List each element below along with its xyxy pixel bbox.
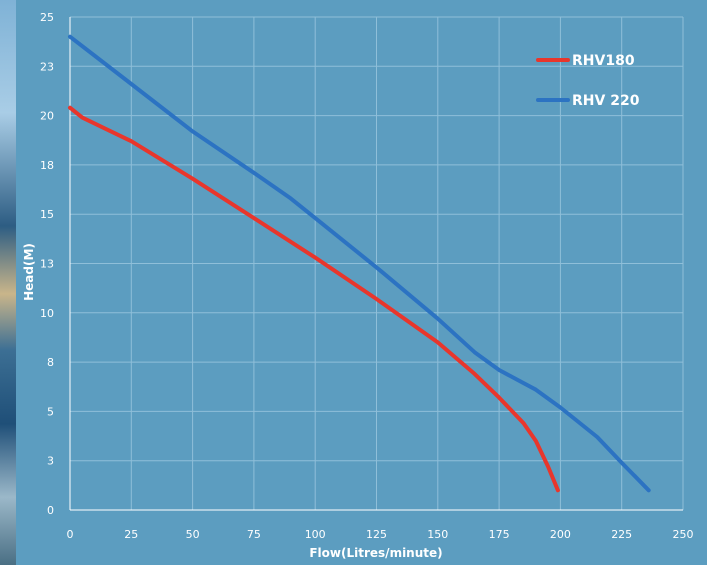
legend-label: RHV180 bbox=[572, 53, 635, 69]
series-line-rhv180 bbox=[68, 105, 560, 493]
series-line-rhv220 bbox=[68, 34, 651, 493]
y-tick-label: 25 bbox=[40, 11, 54, 24]
series-lines bbox=[68, 34, 651, 493]
y-tick-label: 0 bbox=[47, 504, 54, 517]
y-tick-label: 10 bbox=[40, 307, 54, 320]
x-tick-label: 225 bbox=[611, 528, 632, 541]
x-tick-label: 0 bbox=[67, 528, 74, 541]
background-photo-strip bbox=[0, 0, 16, 565]
y-tick-label: 18 bbox=[40, 159, 54, 172]
grid bbox=[69, 16, 684, 511]
y-tick-labels: 0 3 5 8 10 13 15 18 20 23 25 bbox=[40, 11, 54, 517]
y-tick-label: 13 bbox=[40, 258, 54, 271]
legend-label: RHV 220 bbox=[572, 93, 640, 109]
x-tick-label: 50 bbox=[186, 528, 200, 541]
axes bbox=[69, 17, 683, 511]
x-tick-label: 125 bbox=[366, 528, 387, 541]
y-tick-label: 23 bbox=[40, 60, 54, 73]
x-tick-label: 75 bbox=[247, 528, 261, 541]
x-tick-label: 250 bbox=[673, 528, 694, 541]
x-tick-label: 25 bbox=[124, 528, 138, 541]
y-tick-label: 20 bbox=[40, 110, 54, 123]
x-tick-label: 100 bbox=[305, 528, 326, 541]
x-tick-label: 175 bbox=[489, 528, 510, 541]
y-axis-title: Head(M) bbox=[22, 243, 36, 301]
y-tick-label: 15 bbox=[40, 208, 54, 221]
y-tick-label: 3 bbox=[47, 455, 54, 468]
legend: RHV180 RHV 220 bbox=[536, 53, 640, 109]
x-axis-title: Flow(Litres/minute) bbox=[309, 546, 442, 560]
y-tick-label: 5 bbox=[47, 405, 54, 418]
x-tick-label: 150 bbox=[427, 528, 448, 541]
y-tick-label: 8 bbox=[47, 356, 54, 369]
x-tick-labels: 0 25 50 75 100 125 150 175 200 225 250 bbox=[67, 528, 694, 541]
x-tick-label: 200 bbox=[550, 528, 571, 541]
